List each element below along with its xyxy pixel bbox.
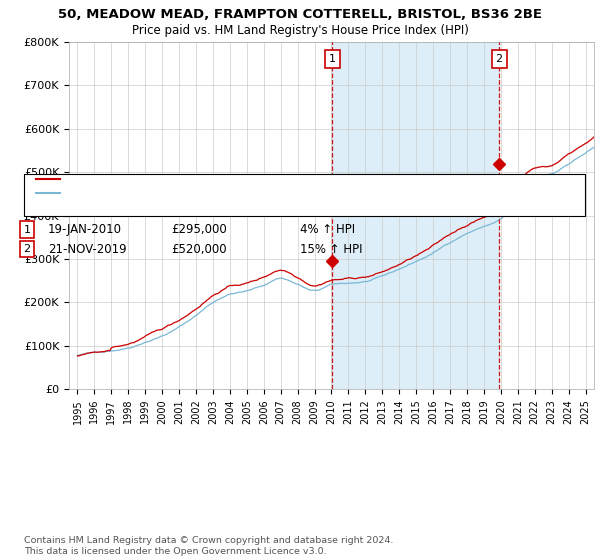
Text: 50, MEADOW MEAD, FRAMPTON COTTERELL, BRISTOL, BS36 2BE (detached house): 50, MEADOW MEAD, FRAMPTON COTTERELL, BRI… (69, 174, 501, 184)
Text: 50, MEADOW MEAD, FRAMPTON COTTERELL, BRISTOL, BS36 2BE: 50, MEADOW MEAD, FRAMPTON COTTERELL, BRI… (58, 8, 542, 21)
Text: Price paid vs. HM Land Registry's House Price Index (HPI): Price paid vs. HM Land Registry's House … (131, 24, 469, 36)
Text: HPI: Average price, detached house, South Gloucestershire: HPI: Average price, detached house, Sout… (69, 188, 378, 198)
Text: Contains HM Land Registry data © Crown copyright and database right 2024.
This d: Contains HM Land Registry data © Crown c… (24, 536, 394, 556)
Text: 21-NOV-2019: 21-NOV-2019 (48, 242, 127, 256)
Text: 1: 1 (329, 54, 336, 64)
Text: £295,000: £295,000 (171, 223, 227, 236)
Text: 2: 2 (23, 244, 31, 254)
Text: 2: 2 (496, 54, 503, 64)
Text: 15% ↑ HPI: 15% ↑ HPI (300, 242, 362, 256)
Text: 4% ↑ HPI: 4% ↑ HPI (300, 223, 355, 236)
Text: 19-JAN-2010: 19-JAN-2010 (48, 223, 122, 236)
Text: 1: 1 (23, 225, 31, 235)
Text: £520,000: £520,000 (171, 242, 227, 256)
Bar (332, 42, 499, 389)
